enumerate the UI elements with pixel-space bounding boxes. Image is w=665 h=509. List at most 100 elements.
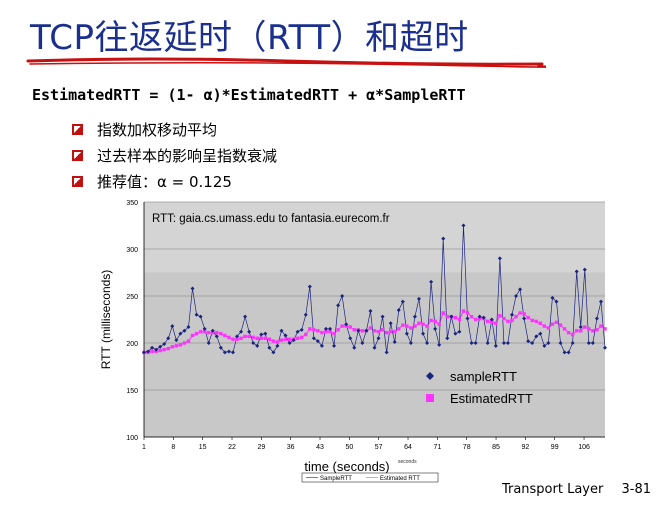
rtt-chart: 100 150 200 250 300 350 1 8 15 22 29 36 43 50 57 64 71 78…: [99, 200, 607, 483]
sample-rtt-point: [416, 296, 421, 301]
sample-rtt-point: [170, 324, 175, 329]
estimated-rtt-point: [376, 330, 381, 334]
estimated-rtt-point: [518, 311, 522, 315]
bullet-list: 指数加权移动平均 过去样本的影响呈指数衰减 推荐值：α = 0.125: [72, 116, 277, 194]
estimated-rtt-point: [283, 337, 288, 341]
sample-rtt-point: [226, 349, 231, 354]
x-tick-label: 106: [578, 444, 590, 451]
sample-rtt-point: [162, 341, 167, 346]
sample-rtt-point: [598, 299, 603, 304]
estimated-rtt-point: [304, 332, 308, 337]
y-axis-label: RTT (milliseconds): [99, 270, 113, 370]
x-tick-label: 57: [375, 444, 383, 451]
sample-rtt-point: [453, 331, 458, 336]
estimated-rtt-point: [267, 337, 272, 341]
sample-rtt-point: [558, 341, 563, 345]
y-tick-label: 300: [126, 247, 138, 254]
estimated-rtt-point: [417, 321, 421, 325]
sample-rtt-point: [287, 341, 292, 345]
sample-rtt-point: [461, 223, 466, 228]
estimated-rtt-point: [461, 309, 466, 313]
sample-rtt-point: [396, 308, 401, 313]
sample-rtt-point: [542, 343, 547, 348]
footer-page: 3-81: [621, 482, 651, 497]
estimated-rtt-point: [295, 336, 300, 340]
sample-rtt-point: [554, 299, 559, 304]
estimated-rtt-point: [437, 322, 441, 326]
estimated-rtt-point: [538, 321, 542, 325]
sample-rtt-point: [295, 329, 300, 334]
estimated-rtt-point: [445, 314, 449, 319]
inner-x-label-fragment: seconds: [398, 459, 417, 465]
sample-rtt-point: [255, 343, 260, 348]
sample-rtt-point: [469, 341, 474, 345]
estimated-rtt-point: [465, 311, 470, 315]
estimated-rtt-point: [316, 329, 320, 333]
sample-rtt-point: [154, 347, 159, 352]
sample-rtt-point: [384, 350, 389, 355]
sample-rtt-point: [501, 341, 506, 345]
estimated-rtt-point: [348, 325, 352, 329]
sample-rtt-point: [594, 316, 599, 321]
sample-rtt-point: [142, 350, 146, 355]
estimated-rtt-point: [401, 323, 405, 327]
sample-rtt-point: [400, 299, 405, 304]
estimated-rtt-point: [441, 311, 445, 315]
sample-rtt-point: [222, 350, 227, 355]
sample-rtt-point: [311, 336, 316, 341]
bullet-text: 推荐值：α = 0.125: [97, 172, 232, 191]
estimated-rtt-point: [514, 314, 518, 319]
sample-rtt-point: [538, 331, 543, 336]
estimated-rtt-point: [202, 330, 207, 334]
sample-rtt-point: [174, 338, 179, 343]
sample-rtt-point: [279, 328, 284, 333]
estimated-rtt-point: [150, 349, 154, 354]
estimated-rtt-point: [198, 330, 203, 334]
sample-rtt-point: [392, 340, 397, 345]
estimated-rtt-point: [566, 330, 571, 335]
sample-rtt-point: [348, 336, 353, 341]
estimated-rtt-point: [368, 326, 373, 330]
page-title: TCP往返延时（RTT）和超时: [30, 18, 469, 58]
y-tick-label: 100: [126, 435, 138, 442]
estimated-rtt-point: [166, 346, 170, 351]
sample-rtt-point: [291, 338, 296, 343]
estimated-rtt-point: [247, 334, 251, 339]
sample-rtt-point: [356, 328, 361, 333]
list-item: 推荐值：α = 0.125: [72, 168, 277, 194]
estimated-rtt-point: [336, 328, 340, 332]
x-tick-label: 36: [287, 444, 295, 451]
estimated-rtt-point: [255, 336, 259, 340]
sample-rtt-point: [522, 316, 527, 321]
y-tick-label: 250: [126, 294, 138, 301]
legend-estimated-label: EstimatedRTT: [450, 391, 533, 406]
sample-rtt-point: [582, 267, 587, 272]
sample-rtt-point: [578, 325, 583, 330]
estimated-rtt-point: [324, 330, 328, 334]
sample-rtt-point: [457, 329, 462, 334]
sample-rtt-point: [182, 328, 187, 333]
footer: Transport Layer 3-81: [488, 482, 651, 497]
x-tick-label: 99: [551, 444, 559, 451]
estimated-rtt-point: [190, 333, 195, 338]
sample-rtt-point: [408, 341, 413, 345]
estimated-rtt-point: [239, 336, 243, 340]
sample-rtt-point: [344, 322, 349, 327]
estimated-rtt-point: [360, 329, 365, 333]
bullet-text: 指数加权移动平均: [97, 120, 218, 139]
bullet-icon: [72, 123, 83, 135]
x-tick-label: 85: [492, 444, 500, 451]
estimated-rtt-point: [599, 324, 603, 328]
sample-rtt-point: [247, 329, 252, 334]
estimated-rtt-point: [486, 319, 490, 324]
sample-rtt-point: [590, 341, 595, 345]
estimated-rtt-point: [550, 322, 555, 326]
estimated-rtt-point: [409, 326, 413, 330]
estimated-rtt-point: [275, 340, 280, 344]
sample-rtt-point: [566, 350, 571, 355]
estimated-rtt-point: [300, 335, 304, 340]
inner-legend-sample-label: SampleRTT: [320, 476, 352, 482]
sample-rtt-point: [465, 316, 470, 321]
sample-rtt-point: [158, 344, 163, 349]
sample-rtt-point: [497, 256, 502, 261]
